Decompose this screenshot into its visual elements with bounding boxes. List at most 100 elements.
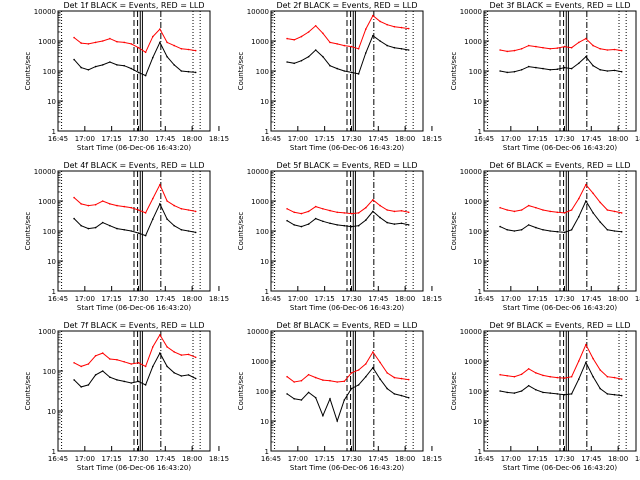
data-point-black [506,71,509,74]
x-tick-label: 18:00 [395,135,415,143]
x-tick-label: 18:15 [209,455,229,463]
data-point-red [307,31,310,33]
data-point-black [393,46,396,49]
data-point-red [314,25,317,27]
x-tick-label: 17:45 [155,295,175,303]
data-point-red [293,39,296,41]
data-point-black [407,396,410,399]
data-point-black [173,372,175,374]
data-point-red [506,209,509,211]
x-tick-label: 17:15 [528,455,548,463]
data-point-black [620,394,623,397]
data-point-black [130,382,133,384]
chart-panel-4: Det 4f BLACK = Events, RED = LLD 1 10 100 10… [24,161,229,312]
data-point-red [116,40,118,43]
chart-panel-5: Det 5f BLACK = Events, RED = LLD 1 10 100 10… [237,161,442,312]
data-point-red [343,212,346,214]
x-tick-label: 17:30 [341,295,361,303]
data-point-black [137,380,140,383]
x-tick-label: 17:00 [75,455,95,463]
data-point-black [187,70,190,73]
data-point-red [109,358,111,360]
chart-title: Det 5f BLACK = Events, RED = LLD [276,161,417,170]
data-point-red [173,351,175,353]
x-tick-label: 18:15 [422,455,442,463]
data-point-red [613,48,616,51]
data-point-red [506,50,509,53]
data-point-black [613,230,616,232]
chart-panel-7: Det 7f BLACK = Events, RED = LLD 1 10 100 10… [24,321,229,472]
x-tick-label: 18:00 [182,455,202,463]
data-point-black [293,62,296,65]
data-point-red [386,372,389,374]
y-tick-label: 1000 [38,328,56,336]
x-tick-label: 17:00 [288,455,308,463]
x-tick-label: 17:00 [75,295,95,303]
data-point-black [513,230,516,232]
x-tick-label: 17:00 [501,135,521,143]
y-axis-label: Counts/sec [450,212,458,251]
data-point-black [585,55,587,58]
data-point-red [187,48,190,51]
chart-title: Det 2f BLACK = Events, RED = LLD [276,1,417,10]
data-point-red [87,43,90,45]
data-point-black [357,384,360,386]
data-point-black [101,370,104,372]
data-point-red [80,365,82,368]
data-point-black [336,67,339,70]
y-tick-label: 1000 [464,358,482,366]
series-line-red [287,14,409,50]
x-tick-label: 17:45 [368,455,388,463]
data-point-black [123,380,125,383]
series-line-black [73,41,196,77]
series-line-black [286,366,409,423]
data-point-black [286,61,288,63]
data-point-black [613,69,616,72]
data-point-red [94,203,97,206]
data-point-black [556,68,559,70]
data-point-black [570,67,573,70]
x-tick-label: 16:45 [48,455,68,463]
data-point-red [286,37,288,40]
data-point-black [123,229,125,231]
data-point-black [144,74,147,77]
data-point-red [599,369,601,371]
data-point-black [300,399,303,401]
data-point-black [393,223,396,225]
data-point-black [87,384,90,386]
data-point-red [499,373,501,376]
data-point-black [386,44,389,47]
data-point-black [542,67,544,70]
x-tick-label: 17:45 [368,295,388,303]
y-tick-label: 10 [473,258,482,266]
data-point-black [350,71,353,74]
series-line-red [73,333,196,368]
data-point-black [194,231,197,234]
data-point-black [556,393,559,395]
data-point-black [592,375,594,378]
data-point-red [307,373,310,376]
data-point-black [159,203,161,205]
data-point-red [130,206,133,209]
data-point-red [187,353,190,356]
data-point-black [87,227,90,230]
x-tick-label: 17:30 [128,135,148,143]
data-point-black [578,378,580,380]
data-point-red [137,209,140,211]
data-point-red [109,37,111,40]
y-tick-label: 10 [473,418,482,426]
data-point-black [180,375,183,377]
x-tick-label: 18:00 [608,455,628,463]
x-tick-label: 16:45 [261,295,281,303]
x-axis-label: Start Time (06-Dec-06 16:43:20) [77,304,191,312]
data-point-black [343,224,346,227]
x-tick-label: 16:45 [48,295,68,303]
y-tick-label: 10 [47,258,56,266]
x-tick-label: 16:45 [261,455,281,463]
data-point-red [357,369,360,371]
y-tick-label: 10 [47,408,56,416]
data-point-red [101,200,104,202]
x-tick-label: 18:15 [635,455,640,463]
data-point-black [293,398,296,400]
data-point-black [393,393,396,395]
